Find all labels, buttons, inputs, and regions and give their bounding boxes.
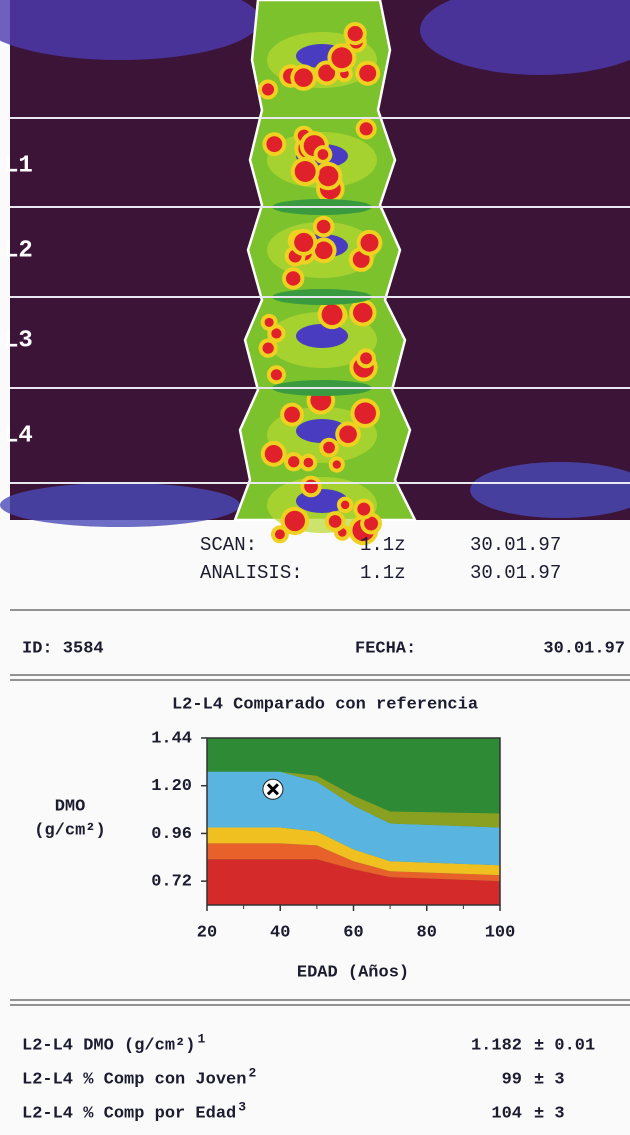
x-tick-label: 80 [417,923,437,942]
bone-spot [275,529,285,539]
bone-spot [315,242,333,260]
bone-spot [266,136,282,152]
result-label: L2-L4 % Comp por Edad [22,1104,236,1123]
bone-spot [331,47,352,68]
date: 30.01.97 [543,639,625,658]
scan-info: 30.01.97 [470,562,561,584]
bone-spot [284,407,300,423]
scan-info: 1.1z [360,534,406,556]
bone-spot [265,445,283,463]
vertebra-label: L1 [4,152,33,179]
vertebra-label: L2 [4,237,33,264]
bone-spot [353,303,372,322]
date-label: FECHA: [355,639,416,658]
bone-spot [288,456,299,467]
y-axis-label: DMO [55,797,86,816]
result-note: 1 [197,1031,205,1046]
result-label: L2-L4 DMO (g/cm²) [22,1036,195,1055]
scan-info: ANALISIS: [200,562,303,584]
result-value: 99 [502,1070,522,1089]
result-note: 3 [238,1099,246,1114]
bone-spot [295,161,316,182]
y-tick-label: 1.20 [151,777,192,796]
vertebra-label: L3 [4,327,33,354]
bone-spot [304,480,318,494]
bone-spot [341,501,349,509]
report: ID: 3584 FECHA: 30.01.97 L2-L4 Comparado… [0,0,630,1135]
bone-center [296,324,348,348]
chart-title: L2-L4 Comparado con referencia [172,695,478,714]
bone-spot [262,83,274,95]
bone-spot [322,304,343,325]
y-axis-unit: (g/cm²) [34,821,105,840]
bone-spot [361,234,379,252]
bone-spot [359,65,376,82]
scan-info: 30.01.97 [470,534,561,556]
bone-spot [333,460,341,468]
result-error: ± 0.01 [534,1036,595,1055]
bone-spot [263,343,274,354]
bone-spot [294,233,313,252]
bone-spot [271,369,282,380]
result-value: 1.182 [471,1036,522,1055]
result-error: ± 3 [534,1070,565,1089]
patient-id: ID: 3584 [22,639,104,658]
x-tick-label: 60 [343,923,363,942]
result-label: L2-L4 % Comp con Joven [22,1070,246,1089]
scan-image [0,0,630,545]
scan-info: SCAN: [200,534,257,556]
bone-spot [265,318,274,327]
result-value: 104 [491,1104,522,1123]
x-tick-label: 100 [485,923,516,942]
y-tick-label: 1.44 [151,729,192,748]
bone-spot [285,511,305,531]
result-note: 2 [248,1065,256,1080]
bone-spot [318,166,338,186]
bone-spot [360,122,373,135]
y-tick-label: 0.96 [151,825,192,844]
x-tick-label: 20 [197,923,217,942]
x-axis-label: EDAD (Años) [297,963,409,982]
bone-spot [329,515,342,528]
bone-spot [286,271,300,285]
bone-spot [294,68,313,87]
bone-spot [304,458,314,468]
bone-spot [323,442,335,454]
bone-spot [360,352,372,364]
bone-spot [357,503,370,516]
soft-tissue [0,483,240,527]
bone-spot [339,425,357,443]
patient-point [263,779,283,799]
result-error: ± 3 [534,1104,565,1123]
bone-spot [318,149,329,160]
bone-spot [354,402,376,424]
x-tick-label: 40 [270,923,290,942]
bone-spot [317,220,331,234]
scan-info: 1.1z [360,562,406,584]
y-tick-label: 0.72 [151,873,192,892]
vertebra-label: L4 [4,422,33,449]
bone-spot [348,26,363,41]
